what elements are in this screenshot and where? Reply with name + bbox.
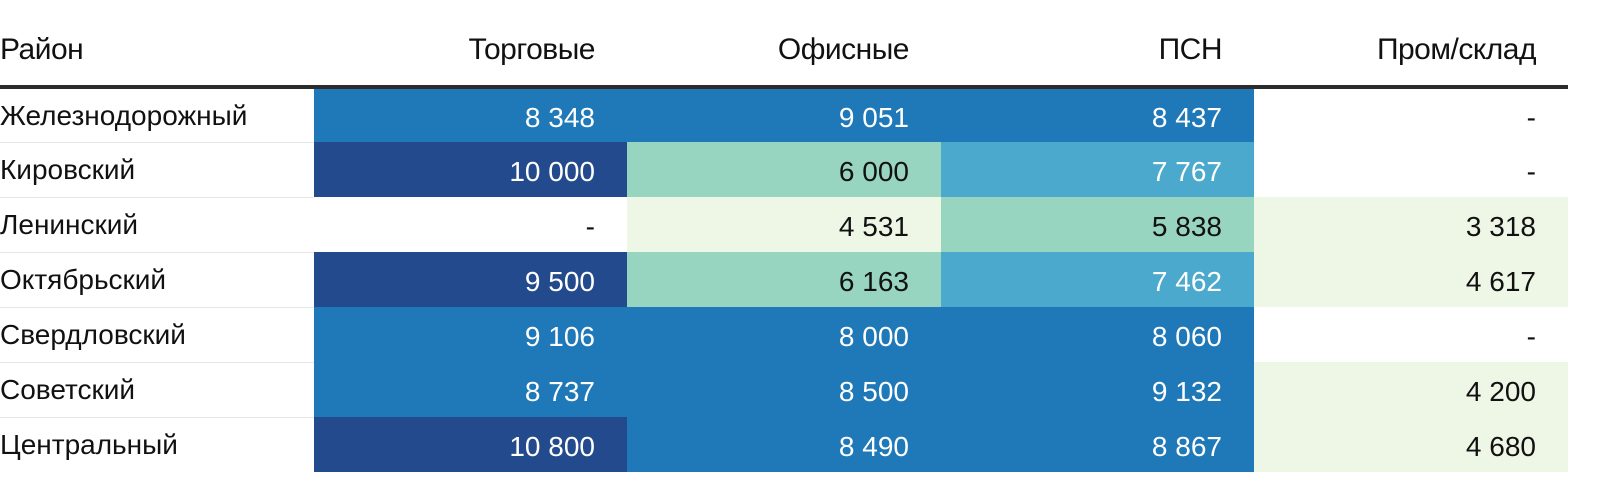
heatmap-cell: 7 462: [941, 252, 1254, 307]
table-row: Свердловский 9 106 8 000 8 060-: [0, 307, 1568, 363]
heatmap-cell: 8 060: [941, 307, 1254, 362]
table-row: Октябрьский 9 500 6 163 7 462 4 617: [0, 252, 1568, 308]
table-row: Советский 8 737 8 500 9 132 4 200: [0, 362, 1568, 418]
row-label: Центральный: [0, 417, 314, 472]
heatmap-cell: 5 838: [941, 197, 1254, 252]
heatmap-cell: 6 000: [627, 142, 941, 197]
row-label: Советский: [0, 362, 314, 418]
heatmap-cell: 8 490: [627, 417, 941, 472]
heatmap-cell: 7 767: [941, 142, 1254, 197]
heatmap-cell: 6 163: [627, 252, 941, 307]
table-row: Ленинский -4 531 5 838 3 318: [0, 197, 1568, 253]
row-label: Свердловский: [0, 307, 314, 363]
heatmap-cell: 8 867: [941, 417, 1254, 472]
heatmap-cell: 9 132: [941, 362, 1254, 417]
table-row: Кировский 10 000 6 000 7 767-: [0, 142, 1568, 198]
heatmap-cell: 8 000: [627, 307, 941, 362]
heatmap-cell: 4 680: [1254, 417, 1568, 472]
heatmap-cell: -: [1254, 307, 1568, 362]
table-header: Район Торговые Офисные ПСН Пром/склад: [0, 0, 1568, 89]
heatmap-table: Район Торговые Офисные ПСН Пром/склад Же…: [0, 0, 1568, 472]
heatmap-cell: 3 318: [1254, 197, 1568, 252]
column-header-district: Район: [0, 0, 314, 89]
column-header-psn: ПСН: [941, 0, 1254, 89]
heatmap-cell: -: [1254, 142, 1568, 197]
heatmap-cell: 9 051: [627, 87, 941, 142]
column-header-office: Офисные: [627, 0, 941, 89]
heatmap-cell: 9 106: [314, 307, 627, 362]
table-body: Железнодорожный 8 348 9 051 8 437- Кировский…: [0, 87, 1568, 472]
heatmap-cell: 9 500: [314, 252, 627, 307]
column-header-retail: Торговые: [314, 0, 627, 89]
row-label: Кировский: [0, 142, 314, 198]
table-row: Железнодорожный 8 348 9 051 8 437-: [0, 87, 1568, 143]
heatmap-cell: -: [1254, 87, 1568, 142]
heatmap-cell: 8 348: [314, 87, 627, 142]
column-header-industrial: Пром/склад: [1254, 0, 1568, 89]
row-label: Ленинский: [0, 197, 314, 253]
row-label: Железнодорожный: [0, 87, 314, 143]
heatmap-cell: 8 737: [314, 362, 627, 417]
heatmap-cell: 8 500: [627, 362, 941, 417]
heatmap-cell: 8 437: [941, 87, 1254, 142]
header-row: Район Торговые Офисные ПСН Пром/склад: [0, 0, 1568, 89]
heatmap-cell: 10 000: [314, 142, 627, 197]
heatmap-cell: 4 531: [627, 197, 941, 252]
heatmap-cell: -: [314, 197, 627, 252]
heatmap-cell: 4 617: [1254, 252, 1568, 307]
heatmap-cell: 10 800: [314, 417, 627, 472]
heatmap-cell: 4 200: [1254, 362, 1568, 417]
table-row: Центральный 10 800 8 490 8 867 4 680: [0, 417, 1568, 472]
row-label: Октябрьский: [0, 252, 314, 308]
